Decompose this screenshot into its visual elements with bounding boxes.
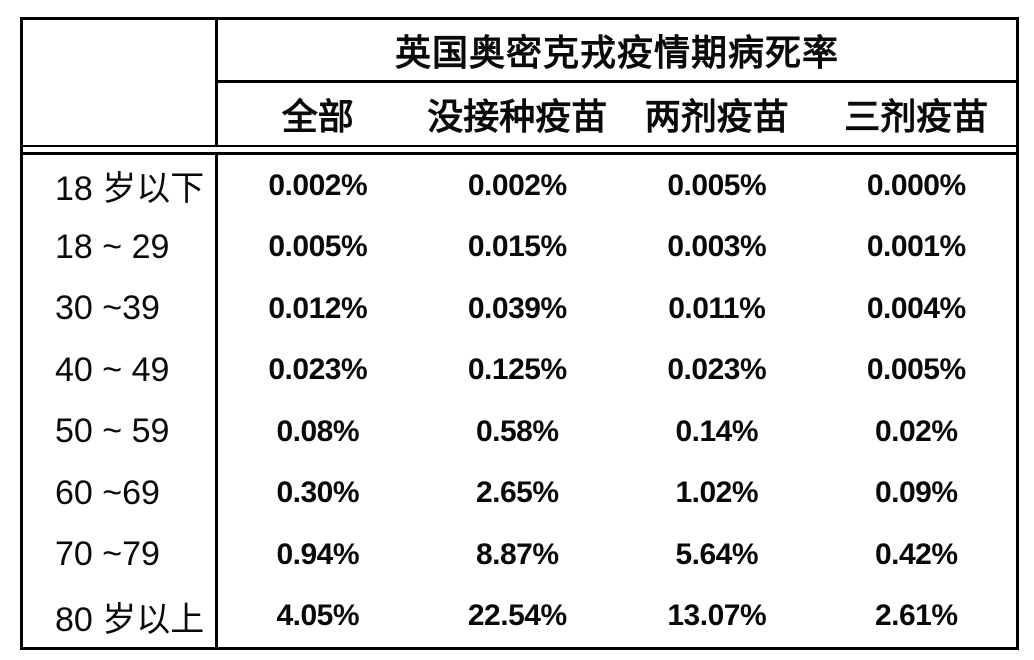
value-cell: 8.87% [475, 537, 559, 571]
value-cell: 0.30% [276, 476, 360, 510]
column-header-all: 全部 [281, 96, 354, 137]
corner-cell [23, 20, 218, 83]
row-label: 80 岁以上 [55, 600, 205, 639]
value-cell: 0.002% [467, 168, 567, 202]
value-cell: 4.05% [276, 599, 360, 633]
value-cell: 0.08% [276, 414, 360, 448]
value-cell: 0.005% [866, 353, 966, 387]
value-cell: 0.94% [276, 537, 360, 571]
value-cell: 5.64% [675, 537, 759, 571]
row-label: 40 ~ 49 [55, 350, 170, 389]
value-cell: 0.001% [866, 230, 966, 264]
value-cell: 0.000% [866, 168, 966, 202]
value-cell: 0.005% [667, 168, 767, 202]
value-cell: 2.61% [874, 599, 958, 633]
value-cell: 0.14% [675, 414, 759, 448]
row-label: 30 ~39 [55, 289, 160, 328]
value-cell: 0.023% [667, 353, 767, 387]
column-divider [215, 20, 218, 647]
table-row: 30 ~39 0.012% 0.039% 0.011% 0.004% [23, 278, 1016, 340]
value-cell: 2.65% [475, 476, 559, 510]
table-title: 英国奥密克戎疫情期病死率 [218, 20, 1016, 83]
table-row: 70 ~79 0.94% 8.87% 5.64% 0.42% [23, 524, 1016, 586]
value-cell: 1.02% [675, 476, 759, 510]
value-cell: 0.039% [467, 291, 567, 325]
value-cell: 0.011% [668, 291, 766, 325]
table-row: 50 ~ 59 0.08% 0.58% 0.14% 0.02% [23, 401, 1016, 463]
table-row: 60 ~69 0.30% 2.65% 1.02% 0.09% [23, 463, 1016, 525]
column-header-row: 全部 没接种疫苗 两剂疫苗 三剂疫苗 [23, 83, 1016, 145]
value-cell: 0.015% [467, 230, 567, 264]
row-label: 60 ~69 [55, 473, 160, 512]
header-double-rule [23, 145, 1016, 155]
column-header-two-doses: 两剂疫苗 [644, 96, 789, 137]
value-cell: 0.125% [467, 353, 567, 387]
table-row: 80 岁以上 4.05% 22.54% 13.07% 2.61% [23, 586, 1016, 648]
column-header-three-doses: 三剂疫苗 [844, 96, 989, 137]
value-cell: 0.004% [866, 291, 966, 325]
table-row: 18 岁以下 0.002% 0.002% 0.005% 0.000% [23, 155, 1016, 217]
value-cell: 0.42% [874, 537, 958, 571]
row-label: 70 ~79 [55, 535, 160, 574]
value-cell: 0.02% [874, 414, 958, 448]
column-header-unvaccinated: 没接种疫苗 [427, 96, 608, 137]
value-cell: 0.023% [268, 353, 368, 387]
value-cell: 0.005% [268, 230, 368, 264]
table-row: 18 ~ 29 0.005% 0.015% 0.003% 0.001% [23, 217, 1016, 279]
value-cell: 0.012% [268, 291, 368, 325]
value-cell: 0.09% [874, 476, 958, 510]
value-cell: 0.002% [268, 168, 368, 202]
row-label: 18 岁以下 [55, 170, 205, 209]
row-label: 18 ~ 29 [55, 227, 170, 266]
table-body: 18 岁以下 0.002% 0.002% 0.005% 0.000% 18 ~ … [23, 155, 1016, 647]
value-cell: 13.07% [667, 599, 767, 633]
row-label: 50 ~ 59 [55, 412, 170, 451]
value-cell: 22.54% [467, 599, 567, 633]
table-row: 40 ~ 49 0.023% 0.125% 0.023% 0.005% [23, 340, 1016, 402]
value-cell: 0.58% [475, 414, 559, 448]
title-row: 英国奥密克戎疫情期病死率 [23, 20, 1016, 83]
value-cell: 0.003% [667, 230, 767, 264]
fatality-rate-table: 英国奥密克戎疫情期病死率 全部 没接种疫苗 两剂疫苗 三剂疫苗 18 岁以下 0… [20, 17, 1019, 650]
